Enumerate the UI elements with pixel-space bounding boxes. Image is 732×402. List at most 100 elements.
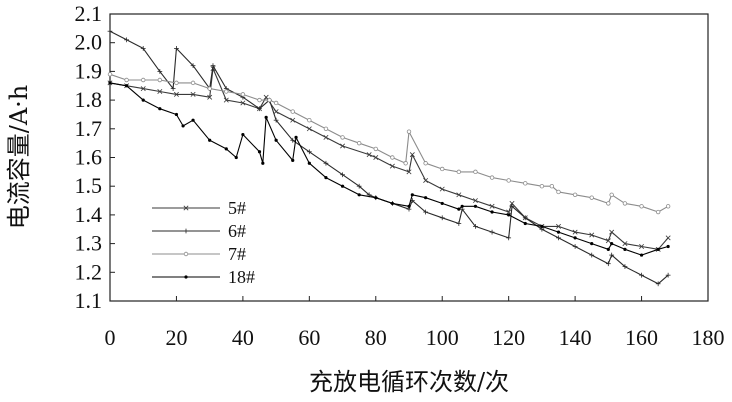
- data-point: [440, 166, 445, 172]
- data-point: [665, 204, 671, 209]
- data-point: [290, 137, 296, 143]
- data-point: [507, 213, 511, 217]
- y-tick-label: 1.9: [75, 58, 103, 83]
- data-point: [556, 223, 561, 229]
- data-point: [539, 183, 545, 189]
- data-point: [323, 134, 329, 140]
- data-point: [340, 184, 345, 188]
- data-point: [190, 91, 196, 97]
- data-point: [174, 80, 179, 86]
- data-point: [506, 209, 512, 215]
- data-point: [423, 177, 429, 183]
- series-line: [109, 67, 669, 250]
- data-point: [589, 232, 595, 238]
- data-point: [124, 37, 130, 43]
- data-point: [374, 196, 378, 200]
- data-point: [210, 63, 216, 69]
- data-point: [108, 81, 112, 85]
- data-point: [307, 161, 311, 165]
- data-point: [489, 229, 495, 235]
- data-point: [190, 80, 196, 86]
- data-point: [157, 89, 163, 94]
- data-point: [572, 229, 578, 235]
- data-point: [390, 201, 394, 206]
- data-point: [264, 115, 268, 119]
- data-point: [157, 77, 163, 83]
- data-point: [556, 189, 561, 195]
- series-7-group: [107, 72, 671, 215]
- data-point: [523, 181, 528, 186]
- data-point: [158, 107, 162, 111]
- data-point: [234, 155, 238, 160]
- data-point: [273, 100, 279, 106]
- data-point: [456, 192, 462, 198]
- data-point: [240, 100, 246, 106]
- data-point: [556, 230, 561, 234]
- x-tick-label: 60: [298, 325, 320, 350]
- data-point: [157, 69, 163, 74]
- data-point: [605, 261, 611, 267]
- data-point: [257, 97, 262, 103]
- data-point: [590, 242, 594, 246]
- data-point: [207, 86, 212, 91]
- data-point: [224, 89, 229, 94]
- data-point: [294, 135, 298, 140]
- x-tick-label: 100: [426, 325, 459, 350]
- legend-item: 7#: [152, 244, 246, 264]
- data-point: [357, 193, 361, 197]
- x-tick-label: 160: [625, 325, 658, 350]
- series-line: [109, 82, 669, 256]
- data-point: [509, 200, 515, 206]
- series-line: [109, 30, 669, 285]
- data-point: [141, 98, 145, 102]
- data-point: [456, 169, 462, 175]
- data-point: [523, 221, 527, 226]
- data-point: [439, 215, 445, 221]
- data-point: [666, 244, 670, 249]
- x-tick-label: 140: [559, 325, 592, 350]
- legend-label: 7#: [228, 244, 246, 264]
- data-point: [373, 146, 378, 152]
- y-tick-label: 1.3: [75, 231, 103, 256]
- data-point: [609, 252, 615, 258]
- data-point: [390, 155, 395, 160]
- y-tick-label: 1.7: [75, 116, 103, 141]
- data-point: [473, 204, 478, 208]
- data-point: [665, 235, 671, 241]
- data-point: [456, 221, 462, 226]
- data-point: [403, 161, 408, 166]
- y-axis-ticks: 1.1 1.2 1.3 1.4 1.5 1.6 1.7 1.8 1.9 2.0 2.1: [75, 1, 115, 313]
- data-point: [223, 97, 229, 103]
- data-point: [489, 203, 495, 209]
- data-point: [263, 94, 269, 100]
- data-point: [409, 152, 415, 158]
- legend-label: 5#: [228, 198, 246, 218]
- data-point: [125, 84, 129, 88]
- data-point: [241, 132, 245, 137]
- data-point: [622, 201, 628, 206]
- data-point: [190, 63, 196, 69]
- data-point: [506, 235, 512, 241]
- data-point: [473, 169, 478, 175]
- data-point: [340, 143, 346, 149]
- x-tick-label: 80: [365, 325, 387, 350]
- data-point: [410, 193, 414, 197]
- data-point: [423, 209, 429, 215]
- data-point: [307, 117, 312, 123]
- data-point: [655, 281, 661, 287]
- data-point: [639, 253, 644, 257]
- data-point: [572, 192, 578, 198]
- data-point: [273, 109, 279, 115]
- data-point: [655, 209, 661, 215]
- data-point: [639, 272, 644, 278]
- data-point: [257, 106, 262, 112]
- x-tick-label: 120: [492, 325, 525, 350]
- data-point: [606, 247, 610, 251]
- data-point: [509, 203, 515, 209]
- data-point: [290, 117, 296, 123]
- x-tick-label: 20: [165, 325, 187, 350]
- data-point: [639, 243, 645, 249]
- data-point: [181, 124, 185, 128]
- data-point: [623, 247, 627, 251]
- data-point: [306, 149, 312, 155]
